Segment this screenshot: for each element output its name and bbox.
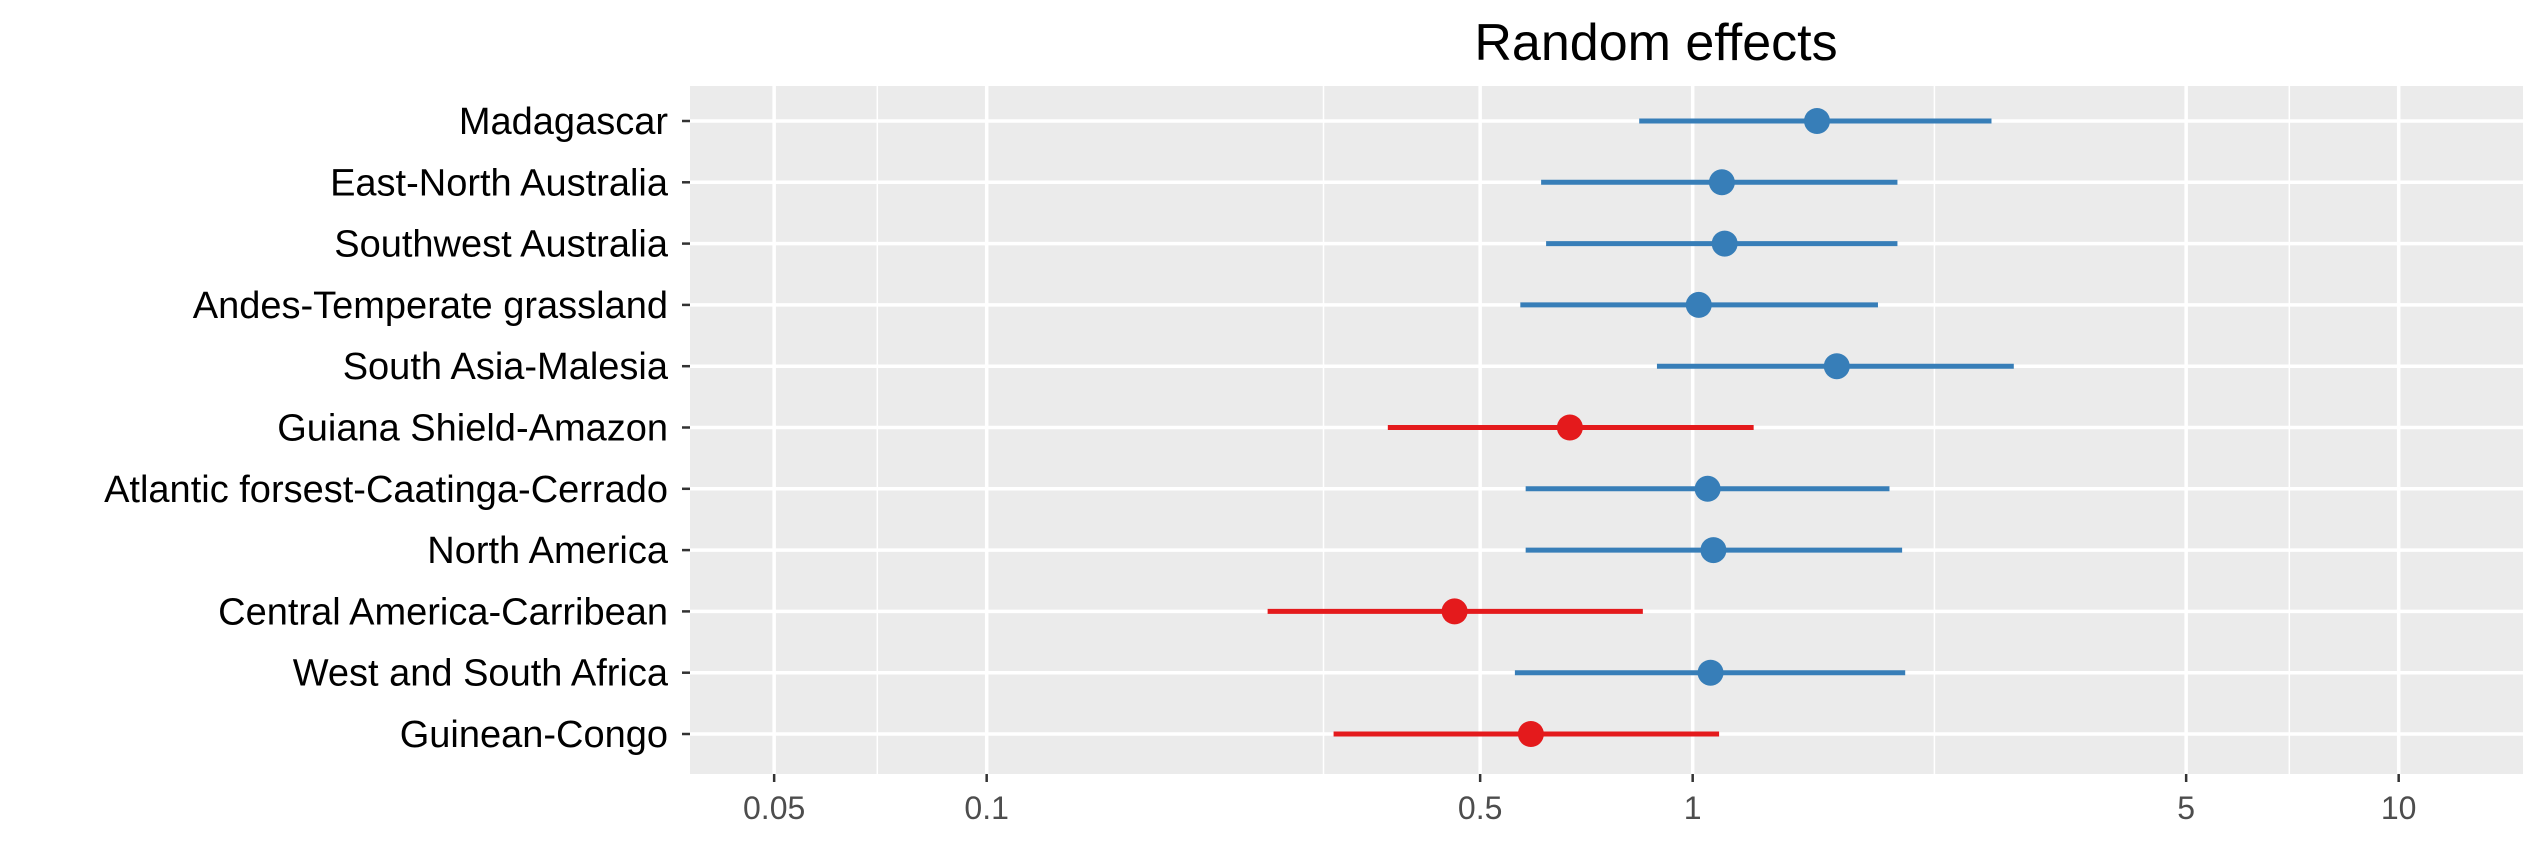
x-tick-label-2: 0.5	[1458, 790, 1502, 826]
y-tick-label-10: Guinean-Congo	[400, 714, 668, 756]
minor-gridlines	[876, 86, 2291, 774]
point-estimate-0	[1803, 108, 1830, 134]
x-axis: 0.05 0.1 0.5 1 5 10	[743, 774, 2416, 826]
point-estimate-2	[1711, 230, 1738, 257]
point-estimate-5	[1556, 414, 1583, 441]
point-estimate-6	[1694, 475, 1721, 502]
y-tick-label-5: Guiana Shield-Amazon	[277, 408, 668, 450]
y-tick-label-7: North America	[427, 530, 669, 572]
y-tick-label-8: Central America-Carribean	[218, 591, 668, 633]
x-tick-label-4: 5	[2177, 790, 2195, 826]
y-tick-label-0: Madagascar	[459, 101, 668, 143]
point-estimate-3	[1685, 291, 1712, 318]
x-tick-label-0: 0.05	[743, 790, 805, 826]
x-tick-label-1: 0.1	[964, 790, 1008, 826]
point-estimate-10	[1517, 721, 1544, 747]
point-estimate-4	[1823, 353, 1850, 380]
y-axis: Madagascar East-North Australia Southwest …	[104, 101, 690, 756]
data-marks	[1267, 108, 2014, 747]
y-tick-label-3: Andes-Temperate grassland	[193, 285, 668, 327]
point-estimate-7	[1700, 537, 1727, 564]
y-tick-label-4: South Asia-Malesia	[343, 346, 669, 388]
y-tick-label-6: Atlantic forsest-Caatinga-Cerrado	[104, 469, 668, 511]
x-tick-label-3: 1	[1684, 790, 1702, 826]
point-estimate-1	[1708, 169, 1735, 196]
y-tick-label-1: East-North Australia	[330, 162, 669, 204]
x-tick-label-5: 10	[2381, 790, 2417, 826]
point-estimate-9	[1697, 659, 1724, 686]
point-estimate-8	[1441, 598, 1468, 625]
chart-title: Random effects	[1474, 14, 1837, 72]
y-tick-label-2: Southwest Australia	[334, 224, 669, 266]
y-tick-label-9: West and South Africa	[293, 653, 669, 695]
